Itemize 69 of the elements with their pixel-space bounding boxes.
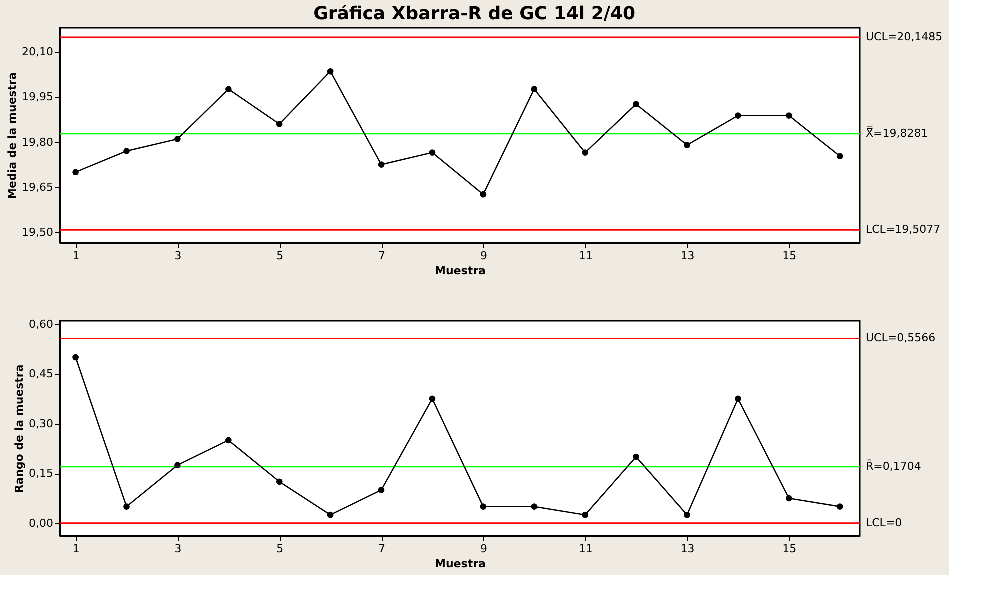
- point: [836, 504, 844, 510]
- x-tick-label: 9: [480, 250, 488, 262]
- x-tick-label: 11: [578, 542, 593, 556]
- y-tick-label: 0,15: [29, 467, 54, 480]
- ref-line-label: X̿=19,8281: [866, 126, 928, 140]
- ref-line-label: UCL=0,5566: [866, 332, 936, 345]
- x-tick-label: 9: [480, 542, 488, 556]
- ref-line-label: LCL=19,5077: [866, 223, 941, 236]
- point: [480, 191, 487, 198]
- point: [633, 454, 640, 460]
- y-axis-title: Media de la muestra: [6, 72, 20, 200]
- point: [480, 504, 487, 510]
- x-tick-label: 1: [72, 250, 80, 262]
- point: [226, 86, 232, 92]
- x-tick-label: 11: [578, 250, 593, 262]
- x-tick-label: 13: [680, 542, 695, 556]
- chart-title: Gráfica Xbarra-R de GC 14l 2/40: [314, 3, 636, 24]
- point: [735, 112, 742, 119]
- x-tick-label: 15: [782, 250, 797, 262]
- y-tick-label: 0,60: [29, 318, 54, 331]
- point: [327, 512, 334, 518]
- x-tick-label: 13: [680, 250, 695, 262]
- point: [174, 136, 181, 142]
- point: [226, 437, 232, 444]
- x-tick-label: 1: [72, 542, 80, 556]
- point: [531, 504, 538, 510]
- y-tick-label: 19,80: [22, 136, 54, 149]
- y-tick-label: 0,30: [29, 417, 54, 430]
- point: [174, 462, 181, 468]
- x-tick-label: 5: [276, 250, 284, 262]
- y-tick-label: 19,95: [22, 90, 54, 104]
- y-tick-label: 20,10: [22, 46, 54, 59]
- point: [786, 112, 792, 119]
- x-tick-label: 15: [782, 542, 797, 556]
- point: [72, 169, 79, 176]
- point: [684, 142, 690, 148]
- point: [582, 150, 589, 156]
- point: [582, 512, 589, 518]
- point: [124, 504, 130, 510]
- point: [378, 487, 385, 494]
- ref-line-label: UCL=20,1485: [866, 30, 943, 44]
- point: [72, 354, 79, 361]
- x-axis-title: Muestra: [435, 558, 486, 570]
- x-tick-label: 7: [378, 542, 386, 556]
- point: [531, 86, 538, 92]
- x-tick-label: 5: [276, 542, 284, 556]
- point: [735, 396, 742, 402]
- ref-line-label: LCL=0: [866, 516, 902, 530]
- point: [276, 121, 283, 128]
- point: [684, 512, 690, 518]
- point: [429, 396, 436, 402]
- point: [327, 68, 334, 75]
- point: [276, 478, 283, 486]
- x-tick-label: 3: [174, 542, 182, 556]
- x-tick-label: 7: [378, 250, 386, 262]
- point: [786, 495, 792, 502]
- y-tick-label: 19,50: [22, 226, 54, 239]
- ref-line-label: R̄=0,1704: [866, 458, 922, 473]
- y-tick-label: 19,65: [22, 180, 54, 194]
- y-tick-label: 0,45: [29, 368, 54, 381]
- point: [633, 101, 640, 108]
- y-tick-label: 0,00: [29, 516, 54, 530]
- x-axis-title: Muestra: [435, 264, 486, 278]
- point: [124, 148, 130, 154]
- point: [836, 153, 844, 160]
- y-axis-title: Rango de la muestra: [13, 364, 26, 494]
- point: [429, 150, 436, 156]
- x-tick-label: 3: [174, 250, 182, 262]
- point: [378, 162, 385, 168]
